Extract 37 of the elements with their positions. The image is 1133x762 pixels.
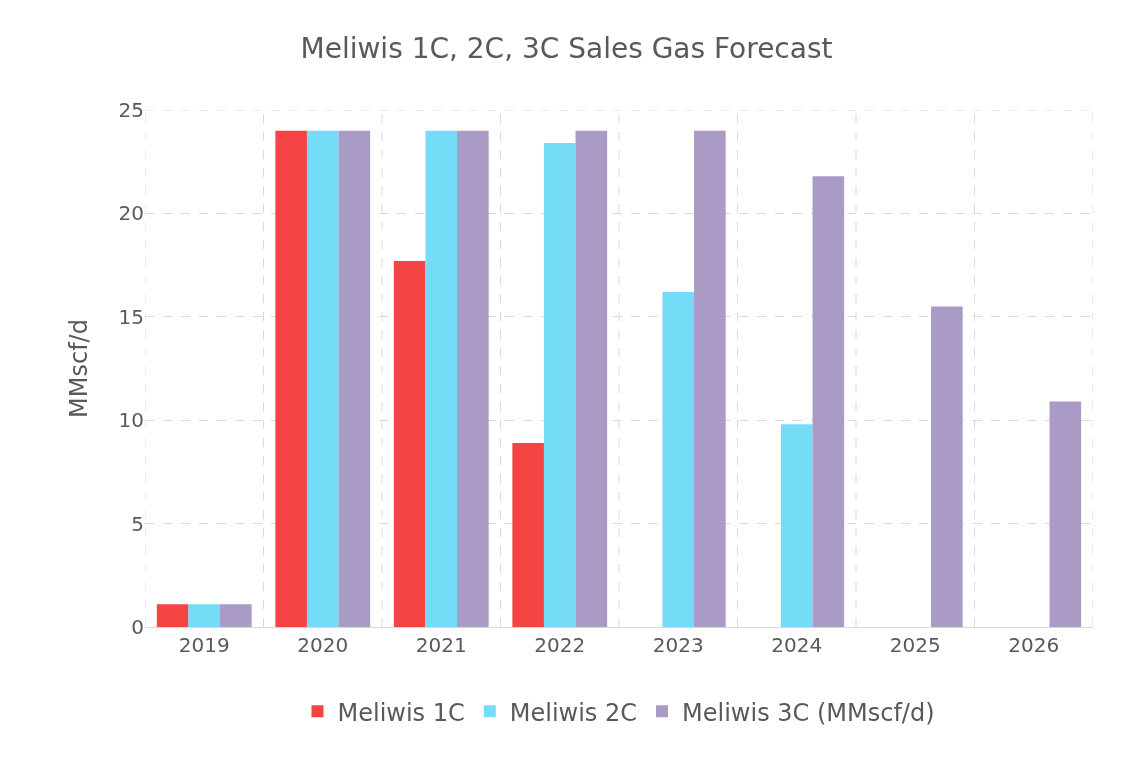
y-axis-title: MMscf/d: [65, 319, 93, 418]
bar: [931, 306, 963, 627]
legend-label: Meliwis 3C (MMscf/d): [682, 698, 935, 727]
x-tick-label: 2020: [297, 633, 349, 657]
bar: [575, 130, 608, 627]
bar: [512, 442, 544, 627]
x-tick-label: 2024: [771, 633, 823, 657]
bar: [393, 260, 426, 627]
bar: [425, 130, 458, 627]
bar: [543, 143, 576, 627]
bar: [338, 130, 371, 627]
x-tick-label: 2025: [889, 633, 941, 657]
legend-label: Meliwis 1C: [337, 698, 465, 727]
x-tick-label: 2019: [178, 633, 230, 657]
bar: [220, 604, 252, 627]
y-tick-label: 15: [118, 304, 144, 329]
y-tick-label: 5: [131, 511, 144, 536]
bar: [780, 424, 813, 627]
x-tick-label: 2026: [1008, 633, 1060, 657]
y-tick-label: 20: [118, 201, 144, 226]
bar: [156, 604, 189, 627]
bar: [306, 130, 339, 627]
legend-label: Meliwis 2C: [509, 698, 638, 727]
bar: [1049, 401, 1082, 627]
chart-title: Meliwis 1C, 2C, 3C Sales Gas Forecast: [300, 31, 833, 65]
x-tick-label: 2023: [652, 633, 704, 657]
y-tick-label: 0: [131, 615, 144, 639]
bar: [188, 604, 221, 627]
bar: [662, 291, 695, 627]
bar: [275, 130, 307, 627]
bar: [812, 176, 845, 627]
bar: [457, 130, 489, 627]
y-tick-label: 10: [118, 408, 144, 433]
y-tick-label: 25: [118, 98, 144, 122]
x-tick-label: 2021: [415, 633, 467, 657]
x-tick-label: 2022: [534, 633, 586, 657]
bar: [694, 130, 726, 627]
